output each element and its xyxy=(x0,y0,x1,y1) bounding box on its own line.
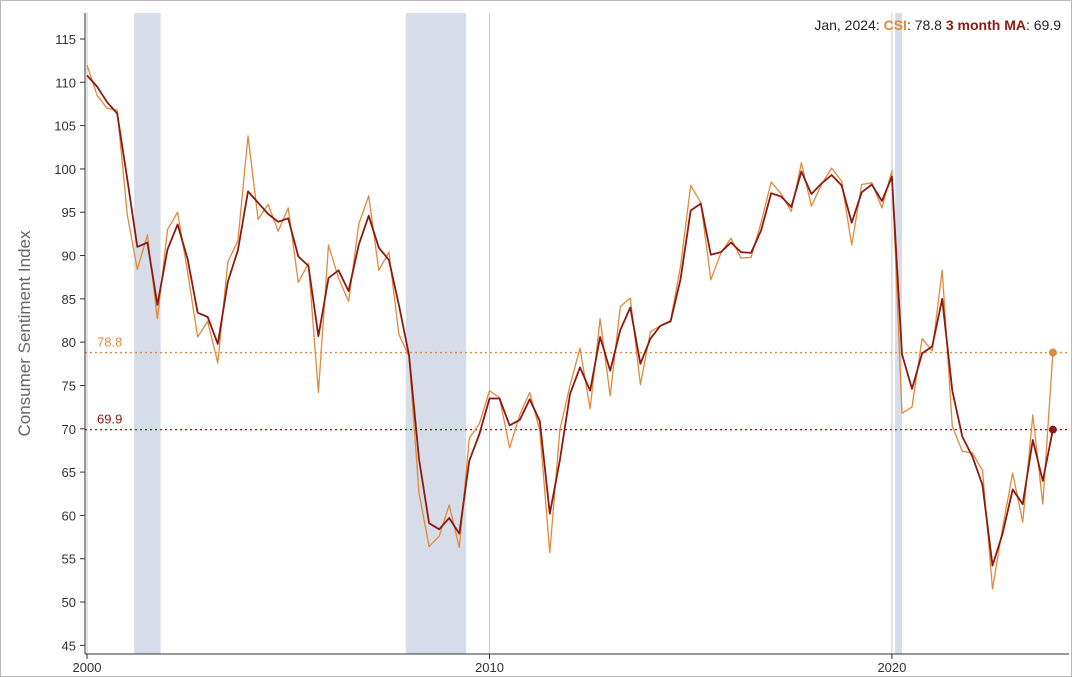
readout-separator: : xyxy=(875,17,884,33)
decade-gridlines xyxy=(86,13,893,654)
x-tick-label: 2020 xyxy=(877,660,906,675)
hover-readout: Jan, 2024: CSI: 78.8 3 month MA: 69.9 xyxy=(814,17,1061,33)
readout-csi-value: 78.8 xyxy=(914,17,942,33)
recession-band xyxy=(134,13,161,654)
series-end-marker xyxy=(1048,348,1057,357)
y-tick-label: 45 xyxy=(62,638,76,653)
y-tick-label: 70 xyxy=(62,422,76,437)
readout-separator: : xyxy=(906,17,915,33)
y-tick-label: 100 xyxy=(54,162,76,177)
end-markers xyxy=(1048,348,1057,434)
y-tick-label: 80 xyxy=(62,335,76,350)
reference-line-label: 78.8 xyxy=(97,335,122,350)
y-tick-label: 60 xyxy=(62,508,76,523)
y-tick-label: 95 xyxy=(62,205,76,220)
series-end-marker xyxy=(1048,425,1057,434)
readout-csi-name: CSI xyxy=(883,17,907,33)
x-tick-label: 2000 xyxy=(73,660,102,675)
y-tick-label: 105 xyxy=(54,119,76,134)
y-tick-label: 55 xyxy=(62,552,76,567)
series-line xyxy=(86,74,1054,567)
readout-date: Jan, 2024 xyxy=(814,17,876,33)
y-axis-title: Consumer Sentiment Index xyxy=(15,230,34,436)
readout-ma-name: 3 month MA xyxy=(941,17,1026,33)
reference-lines: 78.8 69.9 xyxy=(85,335,1069,431)
readout-ma-value: 69.9 xyxy=(1033,17,1061,33)
y-tick-label: 115 xyxy=(55,32,76,47)
y-tick-label: 110 xyxy=(55,75,76,90)
y-tick-label: 50 xyxy=(62,595,76,610)
reference-line-label: 69.9 xyxy=(97,412,122,427)
recession-band xyxy=(405,13,467,654)
recession-bands xyxy=(134,13,902,654)
series-lines xyxy=(86,64,1054,590)
y-tick-label: 65 xyxy=(62,465,76,480)
series-line xyxy=(86,64,1054,590)
axes: 45 50 55 60 65 70 75 80 85 90 95 100 105 110 115 2000 20… xyxy=(54,13,1069,675)
x-tick-label: 2010 xyxy=(475,660,504,675)
readout-separator: : xyxy=(1025,17,1034,33)
y-tick-label: 85 xyxy=(62,292,76,307)
y-tick-label: 75 xyxy=(62,378,76,393)
y-tick-label: 90 xyxy=(62,249,76,264)
